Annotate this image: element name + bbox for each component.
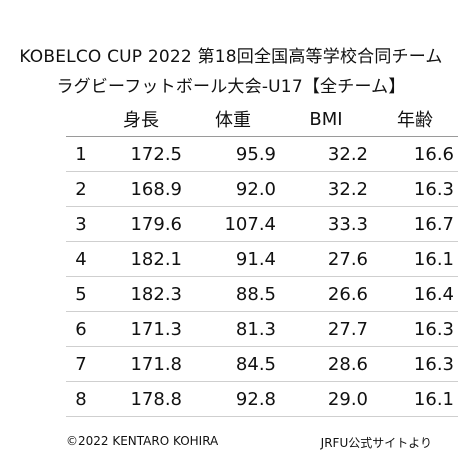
table-row: 7 171.8 84.5 28.6 16.3 bbox=[66, 346, 458, 382]
source-text: JRFU公式サイトより bbox=[320, 436, 432, 450]
weight-cell: 107.4 bbox=[186, 206, 280, 242]
bmi-cell: 27.7 bbox=[280, 311, 372, 347]
header-no bbox=[66, 102, 96, 137]
table-row: 4 182.1 91.4 27.6 16.1 bbox=[66, 241, 458, 277]
table-row: 2 168.9 92.0 32.2 16.3 bbox=[66, 171, 458, 207]
row-number: 6 bbox=[66, 311, 96, 347]
age-cell: 16.6 bbox=[372, 136, 458, 172]
table-body: 1 172.5 95.9 32.2 16.6 2 168.9 92.0 32.2 16.3 3 179… bbox=[66, 136, 458, 417]
weight-cell: 88.5 bbox=[186, 276, 280, 312]
height-cell: 168.9 bbox=[96, 171, 186, 207]
header-weight: 体重 bbox=[186, 102, 280, 137]
age-cell: 16.3 bbox=[372, 346, 458, 382]
row-number: 1 bbox=[66, 136, 96, 172]
row-number: 5 bbox=[66, 276, 96, 312]
weight-cell: 92.0 bbox=[186, 171, 280, 207]
bmi-cell: 26.6 bbox=[280, 276, 372, 312]
height-cell: 182.3 bbox=[96, 276, 186, 312]
height-cell: 178.8 bbox=[96, 381, 186, 417]
height-cell: 179.6 bbox=[96, 206, 186, 242]
header-bmi: BMI bbox=[280, 102, 372, 137]
table-row: 6 171.3 81.3 27.7 16.3 bbox=[66, 311, 458, 347]
chart-title: KOBELCO CUP 2022 第18回全国高等学校合同チーム bbox=[19, 47, 443, 67]
header-age: 年齢 bbox=[372, 102, 458, 137]
table-row: 3 179.6 107.4 33.3 16.7 bbox=[66, 206, 458, 242]
age-cell: 16.1 bbox=[372, 241, 458, 277]
age-cell: 16.4 bbox=[372, 276, 458, 312]
table-row: 5 182.3 88.5 26.6 16.4 bbox=[66, 276, 458, 312]
weight-cell: 84.5 bbox=[186, 346, 280, 382]
row-number: 7 bbox=[66, 346, 96, 382]
height-cell: 172.5 bbox=[96, 136, 186, 172]
age-cell: 16.7 bbox=[372, 206, 458, 242]
age-cell: 16.3 bbox=[372, 171, 458, 207]
bmi-cell: 32.2 bbox=[280, 136, 372, 172]
header-height: 身長 bbox=[96, 102, 186, 137]
age-cell: 16.1 bbox=[372, 381, 458, 417]
row-number: 2 bbox=[66, 171, 96, 207]
weight-cell: 81.3 bbox=[186, 311, 280, 347]
weight-cell: 95.9 bbox=[186, 136, 280, 172]
height-cell: 171.3 bbox=[96, 311, 186, 347]
bmi-cell: 27.6 bbox=[280, 241, 372, 277]
bmi-cell: 33.3 bbox=[280, 206, 372, 242]
copyright-text: ©2022 KENTARO KOHIRA bbox=[66, 434, 219, 448]
chart-subtitle: ラグビーフットボール大会-U17【全チーム】 bbox=[56, 77, 406, 97]
row-number: 4 bbox=[66, 241, 96, 277]
row-number: 8 bbox=[66, 381, 96, 417]
weight-cell: 91.4 bbox=[186, 241, 280, 277]
stats-table: 身長 体重 BMI 年齢 1 172.5 95.9 32.2 16.6 2 168.9 92.… bbox=[66, 102, 458, 417]
weight-cell: 92.8 bbox=[186, 381, 280, 417]
table-row: 1 172.5 95.9 32.2 16.6 bbox=[66, 136, 458, 172]
row-number: 3 bbox=[66, 206, 96, 242]
bmi-cell: 32.2 bbox=[280, 171, 372, 207]
header-row: 身長 体重 BMI 年齢 bbox=[66, 102, 458, 137]
age-cell: 16.3 bbox=[372, 311, 458, 347]
height-cell: 171.8 bbox=[96, 346, 186, 382]
height-cell: 182.1 bbox=[96, 241, 186, 277]
bmi-cell: 29.0 bbox=[280, 381, 372, 417]
table-row: 8 178.8 92.8 29.0 16.1 bbox=[66, 381, 458, 417]
bmi-cell: 28.6 bbox=[280, 346, 372, 382]
